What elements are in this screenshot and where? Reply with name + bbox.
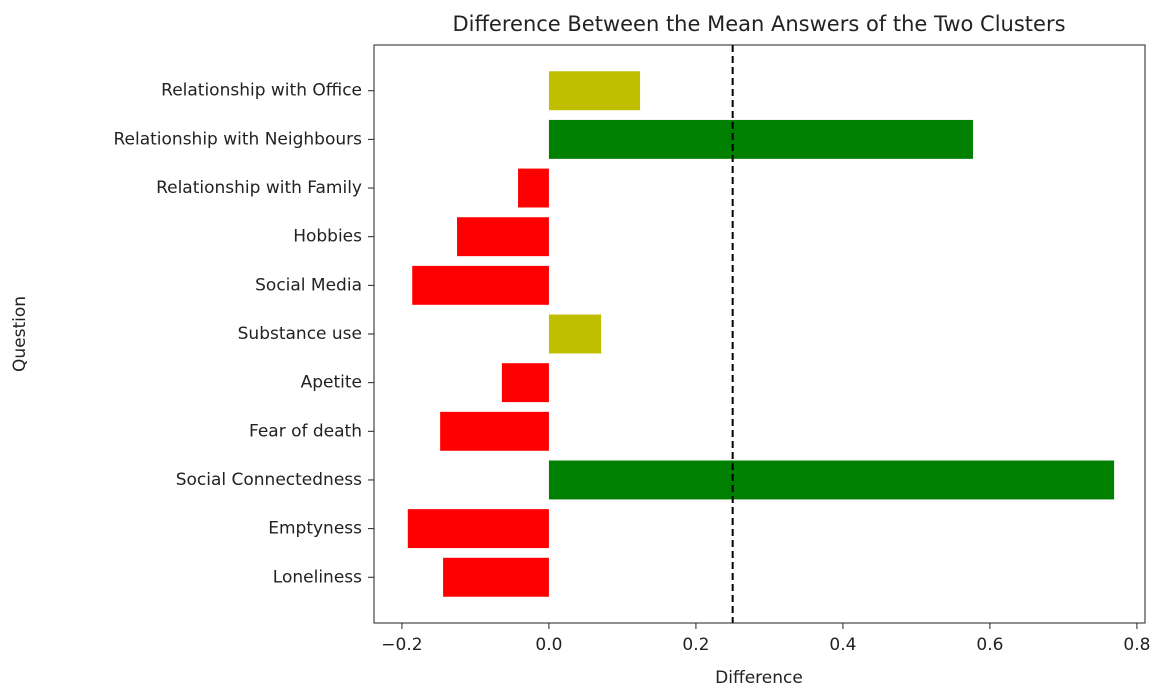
bar: [548, 460, 1115, 500]
bar: [440, 411, 549, 451]
y-tick-label: Social Connectedness: [176, 470, 362, 490]
x-tick-label: −0.2: [381, 635, 422, 655]
y-tick-label: Relationship with Office: [161, 81, 362, 101]
x-tick-label: 0.8: [1123, 635, 1150, 655]
bar: [548, 71, 641, 111]
x-tick-label: 0.6: [976, 635, 1003, 655]
y-tick-label: Emptyness: [268, 519, 362, 539]
x-tick-label: 0.0: [535, 635, 562, 655]
y-tick-label: Loneliness: [273, 567, 362, 587]
bar: [412, 265, 549, 305]
bar: [457, 217, 549, 257]
y-tick-label: Social Media: [255, 275, 362, 295]
bar: [548, 314, 602, 354]
bar: [518, 168, 549, 208]
bar: [407, 509, 549, 549]
y-tick-label: Apetite: [301, 373, 362, 393]
chart-title: Difference Between the Mean Answers of t…: [452, 12, 1065, 36]
y-tick-label: Relationship with Family: [156, 178, 362, 198]
y-tick-label: Hobbies: [293, 227, 362, 247]
y-tick-label: Relationship with Neighbours: [113, 129, 362, 149]
bar: [443, 557, 549, 597]
x-tick-label: 0.2: [682, 635, 709, 655]
bar: [501, 363, 549, 403]
plot-frame: [373, 44, 1146, 624]
y-axis-label: Question: [10, 296, 30, 372]
x-tick-label: 0.4: [829, 635, 856, 655]
x-axis-label: Difference: [715, 668, 803, 688]
bar: [548, 119, 974, 159]
y-tick-label: Fear of death: [249, 421, 362, 441]
y-tick-label: Substance use: [238, 324, 362, 344]
